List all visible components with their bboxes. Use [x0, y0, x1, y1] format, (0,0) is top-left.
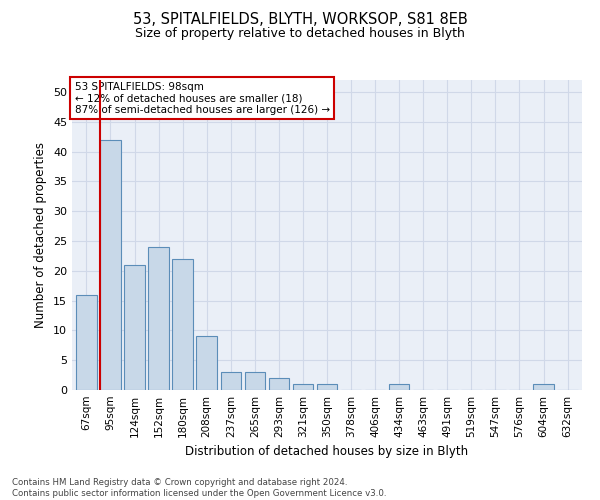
Bar — [533, 384, 554, 390]
Bar — [293, 384, 313, 390]
Bar — [389, 384, 409, 390]
Text: Contains HM Land Registry data © Crown copyright and database right 2024.
Contai: Contains HM Land Registry data © Crown c… — [12, 478, 386, 498]
Bar — [196, 336, 217, 390]
X-axis label: Distribution of detached houses by size in Blyth: Distribution of detached houses by size … — [185, 446, 469, 458]
Bar — [172, 259, 193, 390]
Y-axis label: Number of detached properties: Number of detached properties — [34, 142, 47, 328]
Text: Size of property relative to detached houses in Blyth: Size of property relative to detached ho… — [135, 28, 465, 40]
Bar — [317, 384, 337, 390]
Bar — [124, 265, 145, 390]
Bar — [148, 247, 169, 390]
Bar — [76, 294, 97, 390]
Bar — [100, 140, 121, 390]
Text: 53, SPITALFIELDS, BLYTH, WORKSOP, S81 8EB: 53, SPITALFIELDS, BLYTH, WORKSOP, S81 8E… — [133, 12, 467, 28]
Text: 53 SPITALFIELDS: 98sqm
← 12% of detached houses are smaller (18)
87% of semi-det: 53 SPITALFIELDS: 98sqm ← 12% of detached… — [74, 82, 329, 115]
Bar — [221, 372, 241, 390]
Bar — [269, 378, 289, 390]
Bar — [245, 372, 265, 390]
